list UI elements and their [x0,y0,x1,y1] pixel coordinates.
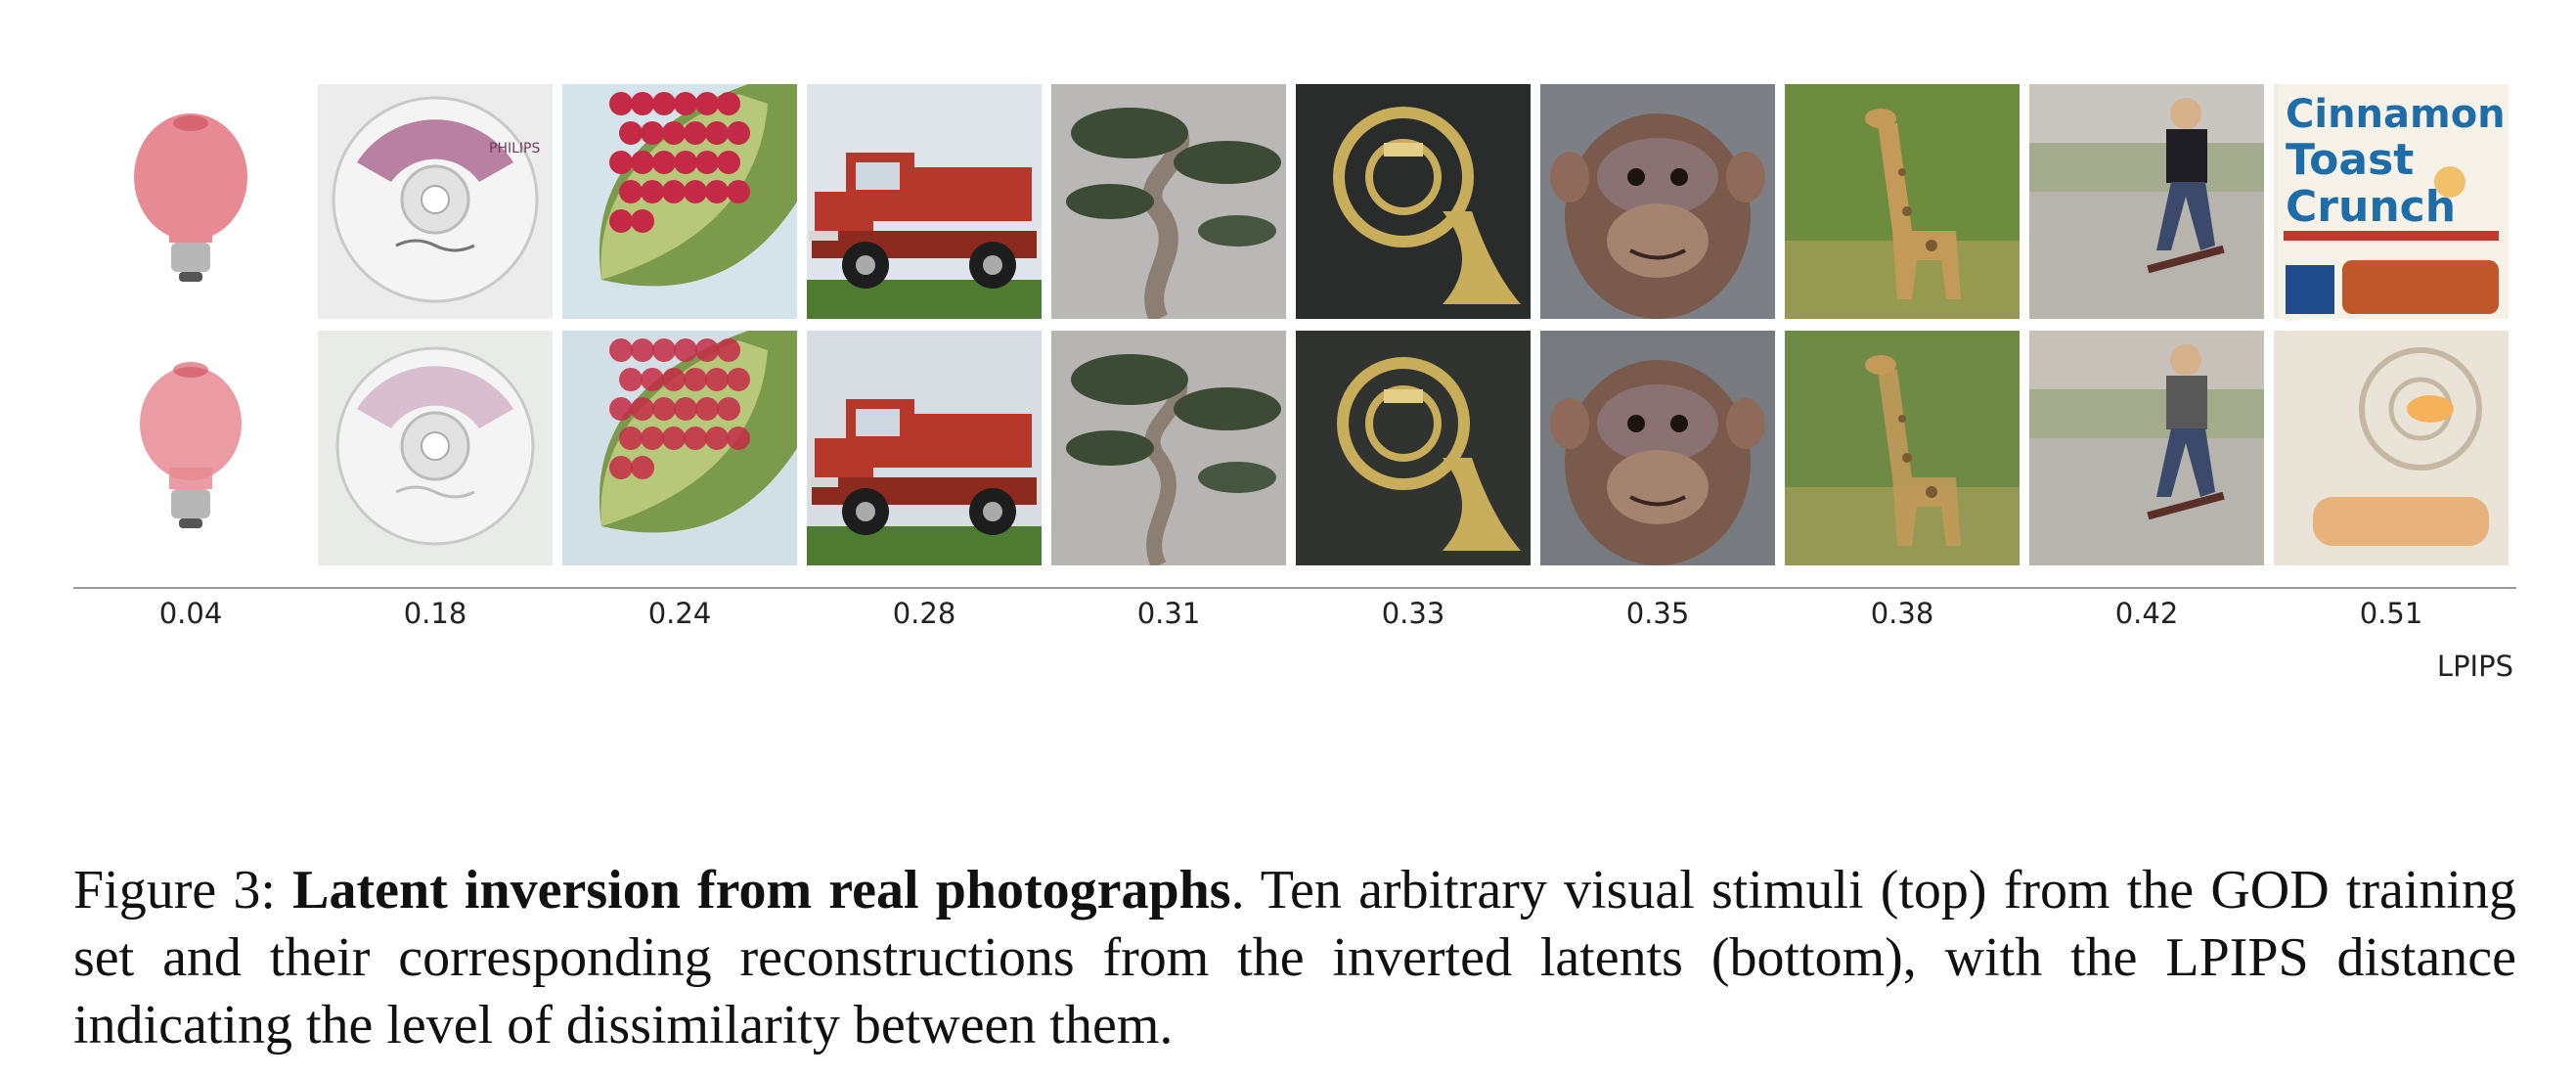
caption-text: . Ten arbitrary visual stimuli (top) fro… [73,860,2516,1056]
reconstruction-tile-cereal-box [2274,331,2509,565]
cereal-box-icon: Cinnamon Toast Crunch [2274,84,2509,319]
lightbulb-icon [73,331,308,565]
svg-text:Toast: Toast [2286,135,2414,185]
caption-label: Figure 3: [73,860,276,921]
chimpanzee-icon [1540,331,1775,565]
lpips-score: 0.38 [1870,597,1934,630]
svg-text:Crunch: Crunch [2286,182,2456,232]
chimpanzee-icon [1540,84,1775,319]
french-horn-icon [1296,331,1531,565]
pomegranate-icon [562,331,797,565]
reconstruction-tile-bonsai-tree [1051,331,1286,565]
reconstruction-tile-compact-disc [318,331,553,565]
reconstruction-tile-lightbulb [73,331,308,565]
svg-text:PHILIPS: PHILIPS [489,141,540,157]
lpips-score: 0.35 [1625,597,1690,630]
lpips-score: 0.33 [1381,597,1445,630]
stimulus-tile-lightbulb [73,84,308,319]
figure-3: PHILIPS [73,84,2516,683]
figure-caption: Figure 3: Latent inversion from real pho… [73,857,2516,1059]
fire-truck-icon [807,331,1042,565]
metric-label: LPIPS [2436,650,2513,683]
stimulus-tile-skateboarder [2029,84,2264,319]
lpips-score: 0.51 [2359,597,2423,630]
stimulus-tile-chimpanzee [1540,84,1775,319]
giraffe-icon [1785,84,2020,319]
reconstruction-tile-chimpanzee [1540,331,1775,565]
axis-line [73,587,2516,589]
stimuli-row-original: PHILIPS [73,84,2516,319]
stimulus-tile-pomegranate [562,84,797,319]
stimulus-tile-giraffe [1785,84,2020,319]
lpips-score: 0.42 [2114,597,2179,630]
lpips-score: 0.31 [1136,597,1201,630]
fire-truck-icon [807,84,1042,319]
lightbulb-icon [73,84,308,319]
reconstruction-tile-skateboarder [2029,331,2264,565]
reconstruction-tile-giraffe [1785,331,2020,565]
skateboarder-icon [2029,331,2264,565]
stimulus-tile-cereal-box: Cinnamon Toast Crunch [2274,84,2509,319]
caption-title: Latent inversion from real photographs [292,860,1231,921]
lpips-score: 0.18 [403,597,467,630]
french-horn-icon [1296,84,1531,319]
bonsai-tree-icon [1051,331,1286,565]
cereal-box-icon [2274,331,2509,565]
bonsai-tree-icon [1051,84,1286,319]
compact-disc-icon [318,331,553,565]
lpips-score: 0.04 [158,597,223,630]
stimulus-tile-compact-disc: PHILIPS [318,84,553,319]
reconstruction-tile-french-horn [1296,331,1531,565]
stimulus-tile-bonsai-tree [1051,84,1286,319]
skateboarder-icon [2029,84,2264,319]
giraffe-icon [1785,331,2020,565]
compact-disc-icon: PHILIPS [318,84,553,319]
stimulus-tile-fire-truck [807,84,1042,319]
reconstruction-tile-pomegranate [562,331,797,565]
pomegranate-icon [562,84,797,319]
reconstruction-tile-fire-truck [807,331,1042,565]
lpips-score: 0.28 [892,597,956,630]
stimulus-tile-french-horn [1296,84,1531,319]
lpips-score: 0.24 [647,597,712,630]
stimuli-row-reconstruction [73,331,2516,565]
svg-text:Cinnamon: Cinnamon [2286,92,2506,137]
